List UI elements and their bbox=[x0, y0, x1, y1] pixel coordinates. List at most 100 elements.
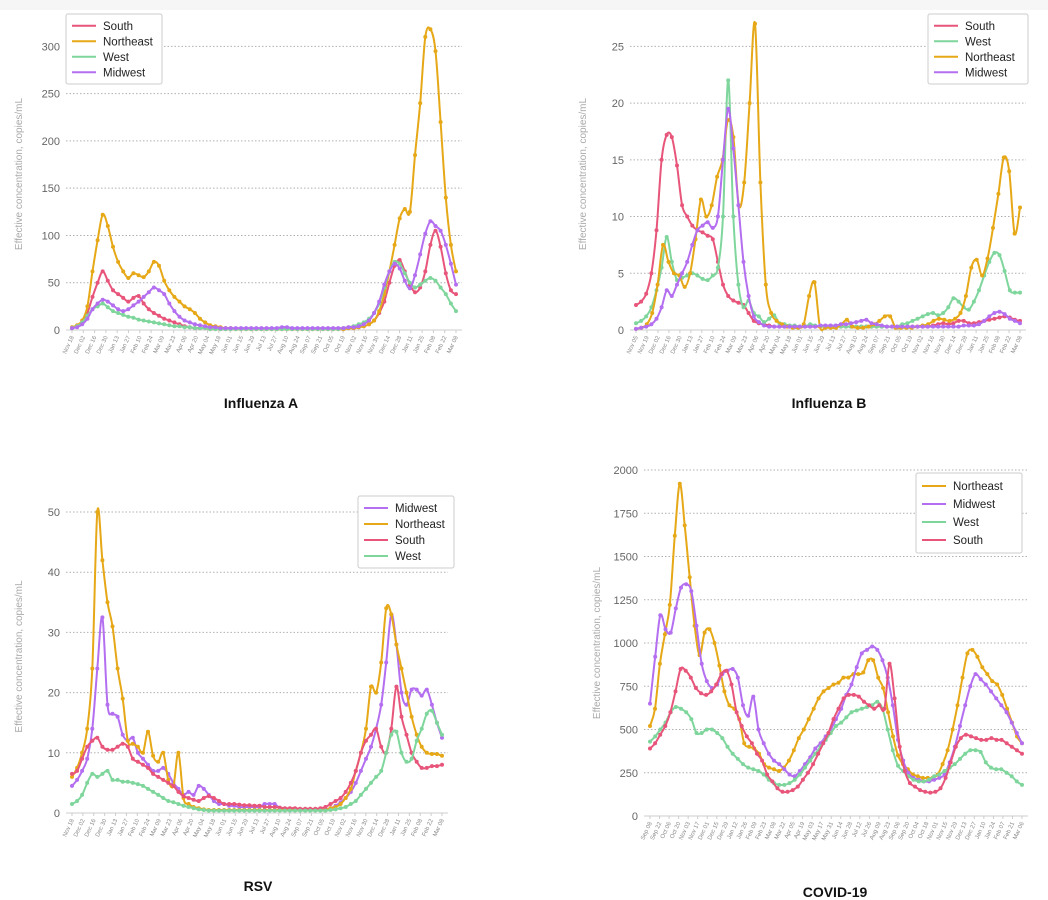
data-point bbox=[387, 280, 392, 285]
data-point bbox=[167, 323, 172, 328]
data-point bbox=[287, 808, 292, 813]
data-point bbox=[121, 269, 126, 274]
data-point bbox=[409, 687, 414, 692]
data-point bbox=[953, 744, 958, 749]
data-point bbox=[685, 214, 690, 219]
data-point bbox=[890, 324, 894, 329]
data-point bbox=[859, 318, 864, 323]
data-point bbox=[237, 802, 242, 807]
data-point bbox=[720, 736, 725, 741]
data-point bbox=[125, 779, 130, 784]
data-point bbox=[105, 224, 110, 228]
data-point bbox=[1009, 774, 1014, 779]
data-point bbox=[203, 324, 208, 329]
data-point bbox=[746, 311, 751, 315]
data-point bbox=[367, 318, 371, 323]
data-point bbox=[353, 768, 358, 773]
data-point bbox=[206, 808, 211, 813]
data-point bbox=[905, 324, 910, 329]
data-point bbox=[997, 253, 1002, 258]
data-point bbox=[369, 732, 373, 737]
data-point bbox=[198, 326, 202, 331]
chart-title: RSV bbox=[243, 878, 273, 894]
data-point bbox=[1020, 751, 1024, 756]
data-point bbox=[679, 706, 683, 711]
data-point bbox=[440, 732, 444, 737]
data-point bbox=[80, 756, 85, 761]
data-point bbox=[673, 705, 678, 709]
legend-label: Midwest bbox=[103, 67, 146, 79]
data-point bbox=[936, 324, 941, 329]
data-point bbox=[856, 672, 861, 677]
data-point bbox=[735, 756, 740, 761]
data-point bbox=[760, 758, 765, 763]
data-point bbox=[228, 326, 233, 331]
data-point bbox=[70, 774, 74, 779]
data-point bbox=[653, 654, 658, 659]
data-point bbox=[767, 316, 772, 321]
data-point bbox=[438, 120, 443, 124]
data-point bbox=[414, 738, 419, 743]
data-point bbox=[775, 786, 780, 791]
data-point bbox=[341, 326, 346, 331]
data-point bbox=[730, 667, 735, 671]
data-point bbox=[663, 627, 668, 632]
data-point bbox=[834, 724, 838, 728]
data-point bbox=[684, 582, 689, 587]
legend: South West Northeast Midwest bbox=[927, 13, 1029, 85]
data-point bbox=[115, 666, 120, 671]
data-point bbox=[955, 703, 960, 708]
data-point bbox=[146, 307, 151, 312]
data-point bbox=[300, 326, 305, 331]
data-point bbox=[887, 661, 892, 666]
data-point bbox=[965, 651, 970, 656]
data-point bbox=[440, 735, 444, 740]
data-point bbox=[141, 756, 145, 761]
y-tick-label: 0 bbox=[632, 811, 638, 823]
data-point bbox=[80, 768, 85, 773]
data-point bbox=[105, 768, 110, 773]
data-point bbox=[1002, 269, 1007, 273]
data-point bbox=[786, 758, 791, 763]
data-point bbox=[397, 258, 402, 262]
data-point bbox=[999, 767, 1004, 772]
data-point bbox=[861, 325, 866, 330]
data-point bbox=[821, 689, 826, 694]
data-point bbox=[910, 324, 915, 329]
data-point bbox=[454, 292, 458, 297]
data-point bbox=[947, 318, 952, 323]
data-point bbox=[658, 732, 663, 737]
data-point bbox=[923, 789, 928, 794]
data-point bbox=[131, 295, 136, 300]
data-point bbox=[272, 802, 277, 806]
data-point bbox=[90, 738, 95, 743]
y-axis-label: Effective concentration, copies/mL bbox=[592, 567, 603, 720]
data-point bbox=[736, 300, 741, 305]
data-point bbox=[989, 736, 994, 741]
data-point bbox=[146, 729, 150, 734]
data-point bbox=[715, 174, 720, 179]
data-point bbox=[695, 273, 700, 278]
series-midwest bbox=[634, 106, 1022, 331]
data-point bbox=[211, 808, 216, 813]
data-point bbox=[685, 259, 690, 264]
data-point bbox=[267, 805, 272, 809]
data-point bbox=[717, 663, 722, 668]
data-point bbox=[741, 762, 745, 767]
data-point bbox=[295, 326, 300, 331]
legend-label: Northeast bbox=[953, 481, 1004, 493]
data-point bbox=[423, 231, 428, 236]
data-point bbox=[141, 750, 145, 755]
y-tick-label: 150 bbox=[42, 183, 60, 195]
data-point bbox=[413, 290, 417, 295]
data-point bbox=[792, 324, 797, 329]
data-point bbox=[653, 741, 658, 746]
data-point bbox=[211, 796, 216, 800]
data-point bbox=[394, 684, 399, 689]
data-point bbox=[687, 575, 692, 580]
data-point bbox=[906, 770, 911, 775]
data-point bbox=[419, 693, 424, 698]
data-point bbox=[274, 326, 279, 331]
chart-title: COVID-19 bbox=[802, 884, 868, 900]
data-point bbox=[262, 808, 267, 813]
